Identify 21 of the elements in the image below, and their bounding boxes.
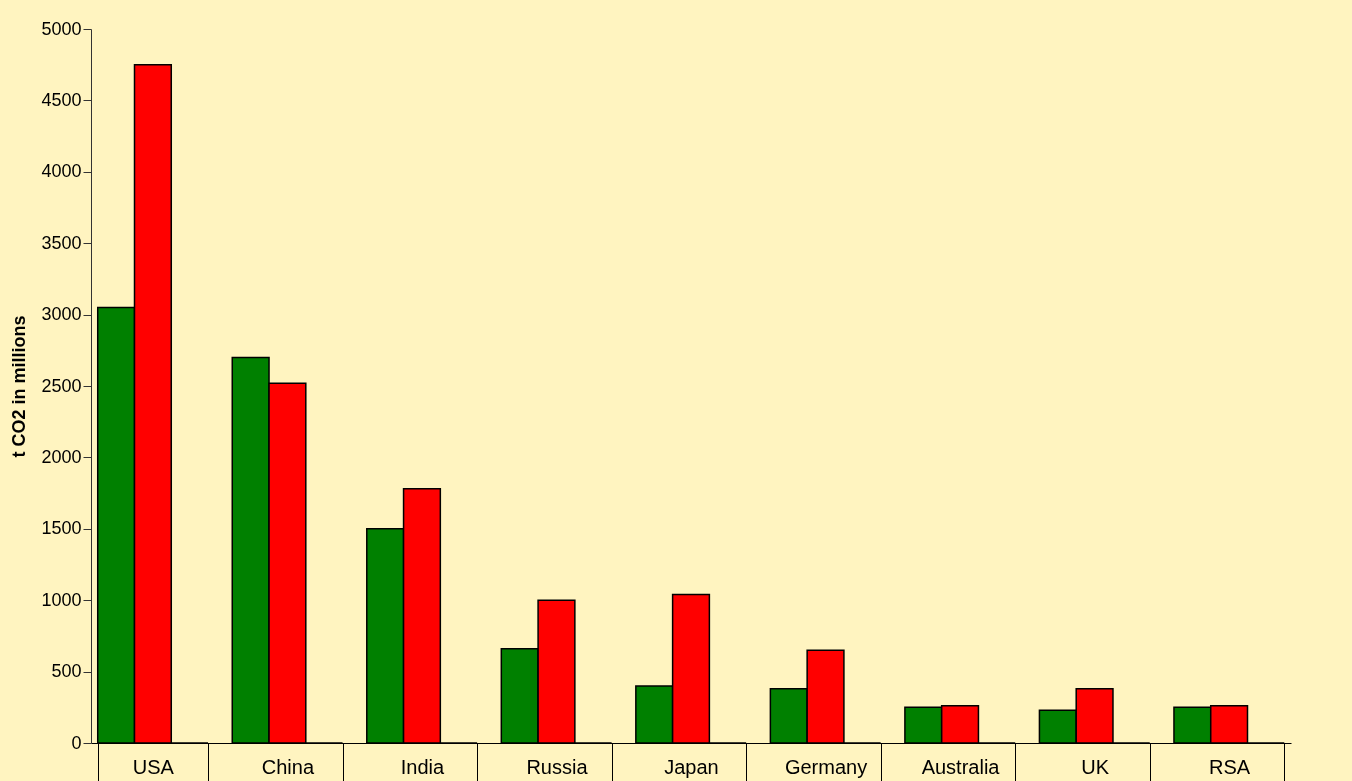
y-tick-label: 1000 — [41, 589, 82, 610]
y-tick-label: 3000 — [41, 304, 82, 325]
y-tick-label: 500 — [51, 661, 82, 682]
x-tick-label: USA — [132, 755, 175, 778]
y-tick-label: 4000 — [41, 161, 82, 182]
x-tick-label: UK — [1081, 755, 1110, 778]
x-tick-label: Australia — [921, 755, 1001, 778]
x-tick-label: Japan — [664, 755, 719, 778]
x-tick-label: Germany — [784, 755, 868, 778]
y-tick-label: 5000 — [41, 18, 82, 39]
y-tick-label: 3500 — [41, 232, 82, 253]
x-tick-label: India — [400, 755, 445, 778]
x-tick-label: China — [261, 755, 315, 778]
y-tick-label: 1500 — [41, 518, 82, 539]
y-axis-title: t CO2 in millions — [9, 315, 30, 458]
y-tick-label: 4500 — [41, 89, 82, 110]
x-tick-label: Russia — [526, 755, 589, 778]
y-tick-label: 2500 — [41, 375, 82, 396]
y-tick-label: 0 — [71, 732, 82, 753]
x-tick-label: RSA — [1209, 755, 1251, 778]
y-tick-label: 2000 — [41, 446, 82, 467]
